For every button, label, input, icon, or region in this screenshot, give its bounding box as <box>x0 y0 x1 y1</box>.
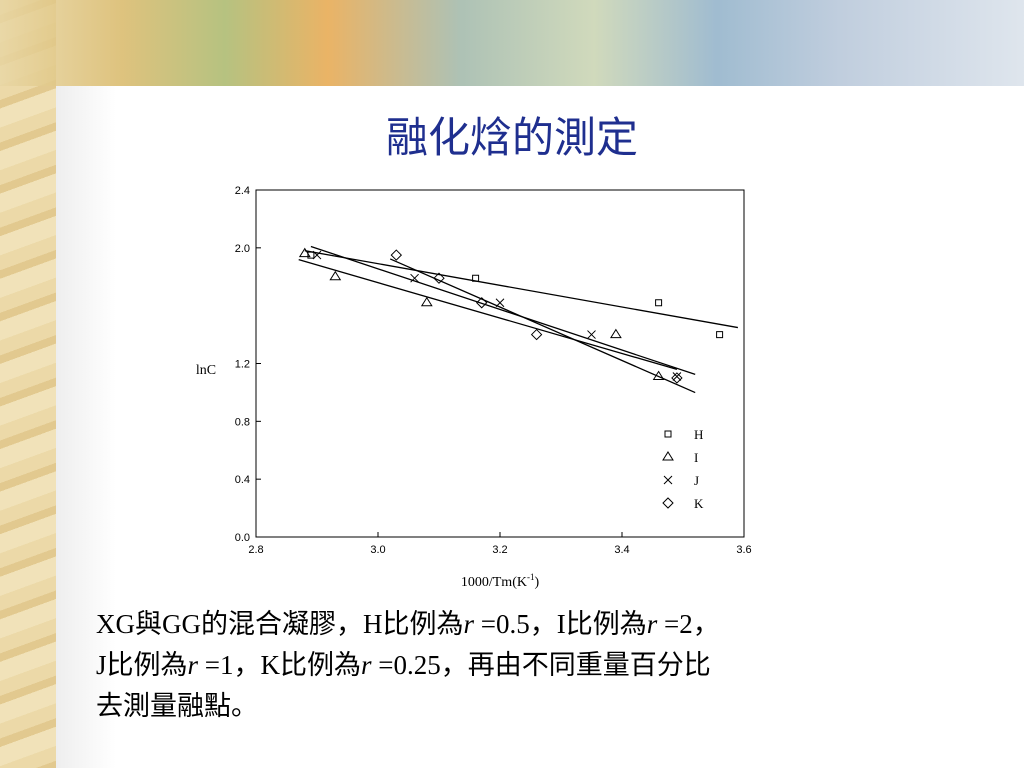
fit-line <box>304 250 739 329</box>
text-run: XG與GG的混合凝膠，H比例為 <box>96 609 464 639</box>
background <box>56 86 1024 768</box>
chart: lnC 1000/Tm(K-1) 2.8 3.0 3.2 3.4 3.6 0.0 0.4 0.… <box>196 185 752 590</box>
text-run: 去測量融點。 <box>96 691 258 721</box>
y-tick-label: 2.4 <box>235 185 250 197</box>
legend-label: H <box>694 427 703 442</box>
x-tick-label: 3.4 <box>614 544 629 556</box>
slide-title: 融化焓的測定 <box>385 116 638 162</box>
y-tick-label: 0.4 <box>235 474 250 486</box>
text-line: J比例為r =1，K比例為r =0.25，再由不同重量百分比 <box>96 645 1016 686</box>
fit-line <box>298 259 678 371</box>
fit-line <box>310 245 696 376</box>
data-point <box>298 247 311 258</box>
y-tick-label: 2.0 <box>235 243 250 255</box>
data-point <box>390 249 403 261</box>
data-point <box>672 372 682 381</box>
text-line: 去測量融點。 <box>96 686 1016 727</box>
x-tick-label: 2.8 <box>248 544 263 556</box>
x-tick-label: 3.2 <box>492 544 507 556</box>
x-tick-label: 3.6 <box>736 544 751 556</box>
legend-marker <box>664 430 672 438</box>
legend-marker <box>663 475 673 485</box>
legend-label: K <box>694 496 704 511</box>
data-point <box>329 270 342 281</box>
x-tick-label: 3.0 <box>370 544 385 556</box>
data-point <box>475 297 488 309</box>
legend-marker <box>662 497 674 509</box>
data-point <box>420 296 433 307</box>
texture-strip <box>0 0 56 768</box>
legend-marker <box>662 451 674 461</box>
text-run: r <box>187 650 199 680</box>
x-label-sup: -1 <box>527 572 535 582</box>
legend-label: J <box>694 473 699 488</box>
fit-line <box>389 258 696 394</box>
text-run: =0.25，再由不同重量百分比 <box>371 650 711 680</box>
data-point <box>655 299 663 307</box>
text-run: J比例為 <box>96 650 188 680</box>
x-label-main: 1000/Tm(K <box>461 575 527 590</box>
x-label-end: ) <box>534 575 539 590</box>
text-run: =0.5，I比例為 <box>474 609 647 639</box>
data-point <box>671 372 683 384</box>
body-text: XG與GG的混合凝膠，H比例為r =0.5，I比例為r =2， J比例為r =1，… <box>96 604 1016 727</box>
banner <box>0 0 1024 86</box>
text-run: r <box>463 609 475 639</box>
text-run: r <box>646 609 658 639</box>
data-point <box>410 273 419 283</box>
text-line: XG與GG的混合凝膠，H比例為r =0.5，I比例為r =2， <box>96 604 1016 645</box>
text-run: =2， <box>657 609 720 639</box>
x-axis-label: 1000/Tm(K-1) <box>461 572 540 590</box>
text-run: =1，K比例為 <box>198 650 362 680</box>
legend-label: I <box>694 450 698 465</box>
data-point <box>433 272 445 284</box>
data-point <box>312 250 322 260</box>
text-run: r <box>361 650 372 680</box>
data-point <box>530 328 543 341</box>
y-axis-label: lnC <box>196 363 216 378</box>
data-point <box>472 274 480 282</box>
y-tick-label: 0.8 <box>235 416 250 428</box>
y-tick-label: 1.2 <box>235 359 250 371</box>
data-point <box>716 331 724 339</box>
data-point <box>587 330 596 339</box>
y-tick-label: 0.0 <box>235 532 250 544</box>
data-point <box>609 328 622 339</box>
plot-frame <box>255 189 745 538</box>
